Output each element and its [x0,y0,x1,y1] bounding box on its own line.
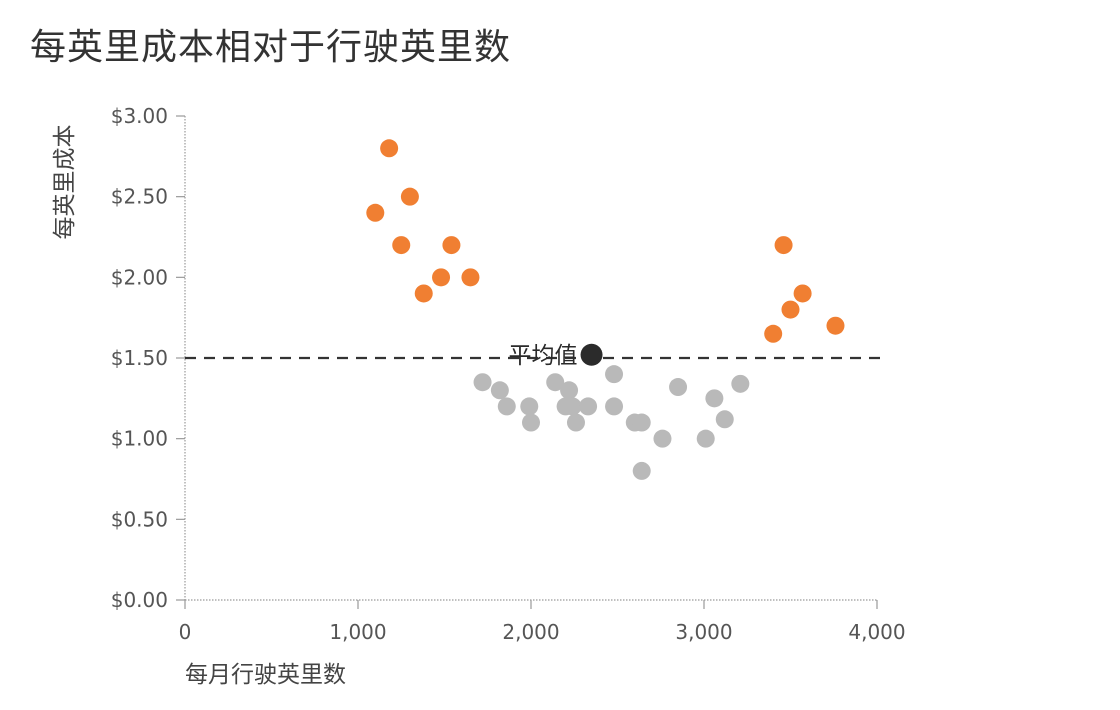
y-axis-ticks: $0.00 $0.50 $1.00 $1.50 $2.00 $2.50 $3.00 [111,104,185,612]
y-tick-label: $2.50 [111,185,168,209]
y-tick-label: $1.50 [111,346,168,370]
gray-data-point [546,373,565,392]
gray-data-point [696,429,715,448]
data-points [366,139,845,480]
gray-data-point [579,397,598,416]
x-tick-label: 3,000 [675,620,732,644]
chart-title: 每英里成本相对于行驶英里数 [30,27,512,68]
gray-data-point [522,413,540,432]
gray-data-point [669,378,688,397]
x-tick-label: 4,000 [848,620,905,644]
orange-data-point [774,236,793,255]
gray-data-point [520,397,539,416]
x-axis-title: 每月行驶英里数 [185,662,346,688]
y-tick-label: $3.00 [111,104,168,128]
orange-data-point [442,236,461,255]
gray-data-point [566,413,585,432]
x-tick-label: 2,000 [502,620,559,644]
average-point [580,343,603,366]
orange-data-point [400,187,419,206]
y-tick-label: $0.00 [111,588,168,612]
orange-data-point [414,284,433,303]
orange-data-point [793,284,812,303]
y-tick-label: $1.00 [111,427,168,451]
orange-data-point [366,203,385,222]
orange-data-point [380,139,399,158]
gray-data-point [560,381,579,400]
gray-data-point [473,373,492,392]
x-axis-ticks: 0 1,000 2,000 3,000 4,000 [179,600,906,644]
gray-data-point [632,461,651,480]
gray-data-point [490,381,509,400]
y-tick-label: $0.50 [111,507,168,531]
average-marker-group: 平均值 [509,343,603,369]
gray-data-point [632,413,651,432]
gray-data-point [653,429,672,448]
gray-data-point [605,365,624,384]
y-tick-label: $2.00 [111,265,168,289]
gray-data-point [563,397,582,416]
gray-data-point [715,410,734,429]
x-tick-label: 0 [179,620,192,644]
gray-data-point [731,374,750,393]
gray-data-point [605,397,624,416]
gray-data-point [497,397,516,416]
orange-data-point [461,268,480,287]
orange-data-point [764,324,783,343]
orange-data-point [781,300,800,319]
orange-data-point [432,268,451,287]
y-axis-title: 每英里成本 [52,125,78,240]
x-tick-label: 1,000 [329,620,386,644]
orange-data-point [392,236,411,255]
orange-data-point [826,316,845,335]
gray-data-point [705,389,724,408]
average-label: 平均值 [509,343,578,369]
